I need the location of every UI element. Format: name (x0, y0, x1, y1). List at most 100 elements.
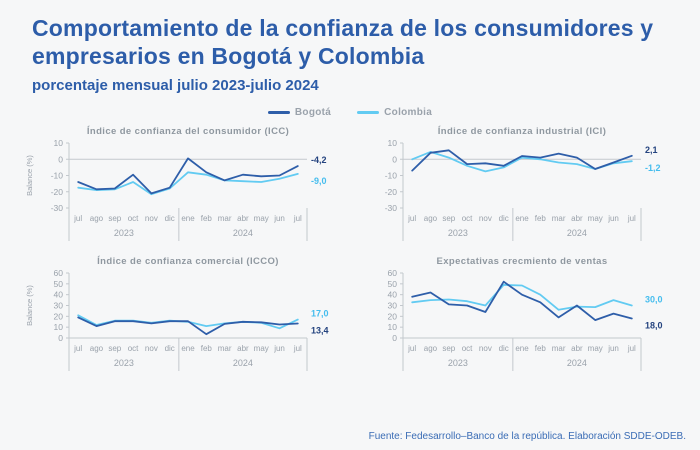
y-tick-label: 50 (388, 279, 398, 289)
x-tick-label: feb (535, 344, 547, 353)
chart-icc: Índice de confianza del consumidor (ICC)… (25, 126, 327, 242)
x-tick-label: jul (293, 344, 302, 353)
x-tick-label: jul (73, 344, 82, 353)
page-subtitle: porcentaje mensual julio 2023-julio 2024 (32, 77, 319, 95)
x-tick-label: nov (145, 214, 158, 223)
x-tick-label: oct (128, 214, 139, 223)
series-line-bogotá (77, 316, 299, 336)
end-value-label-bogotá: -4,2 (311, 155, 327, 165)
x-tick-label: jun (607, 344, 619, 353)
x-tick-label: jun (607, 214, 619, 223)
y-tick-label: 10 (388, 138, 398, 148)
x-tick-label: may (588, 344, 603, 353)
year-label: 2023 (448, 358, 468, 368)
legend-label: Colombia (384, 106, 433, 118)
chart-title: Expectativas crecmiento de ventas (436, 256, 607, 267)
x-tick-label: sep (442, 344, 455, 353)
y-tick-label: -10 (385, 171, 398, 181)
y-tick-label: 40 (54, 290, 64, 300)
y-tick-label: 0 (58, 333, 63, 343)
y-tick-label: -20 (51, 187, 64, 197)
x-tick-label: feb (201, 214, 213, 223)
charts-grid: Índice de confianza del consumidor (ICC)… (0, 124, 700, 378)
chart-panel-icco: Índice de confianza comercial (ICCO) Bala… (23, 254, 343, 378)
y-tick-label: 20 (54, 311, 64, 321)
x-tick-label: dic (165, 344, 175, 353)
page-header: Comportamiento de la confianza de los co… (0, 0, 700, 94)
x-tick-label: feb (201, 344, 213, 353)
x-tick-label: mar (552, 214, 566, 223)
x-tick-label: jul (627, 344, 636, 353)
x-tick-label: nov (479, 344, 492, 353)
chart-title: Índice de confianza comercial (ICCO) (97, 256, 279, 267)
x-tick-label: abr (571, 214, 583, 223)
year-label: 2023 (448, 228, 468, 238)
y-tick-label: -10 (51, 171, 64, 181)
x-tick-label: abr (237, 344, 249, 353)
source-note: Fuente: Fedesarrollo–Banco de la repúbli… (368, 431, 686, 442)
end-value-label-colombia: 17,0 (311, 309, 329, 319)
x-tick-label: oct (128, 344, 139, 353)
end-value-label-bogotá: 2,1 (645, 145, 658, 155)
x-tick-label: jul (627, 214, 636, 223)
x-tick-label: ene (515, 214, 529, 223)
x-tick-label: dic (499, 344, 509, 353)
end-value-label-colombia: 30,0 (645, 295, 663, 305)
y-tick-label: 20 (388, 311, 398, 321)
series-line-bogotá (77, 157, 299, 195)
y-tick-label: -30 (51, 203, 64, 213)
legend-item-bogotá: Bogotá (267, 106, 332, 118)
x-tick-label: mar (218, 344, 232, 353)
end-value-label-colombia: -1,2 (645, 163, 661, 173)
year-label: 2024 (233, 228, 253, 238)
x-tick-label: oct (462, 214, 473, 223)
year-label: 2023 (114, 228, 134, 238)
legend-swatch (267, 110, 290, 114)
chart-panel-ventas: Expectativas crecmiento de ventas 60 50 40 3… (357, 254, 677, 378)
y-tick-label: -30 (385, 203, 398, 213)
legend-label: Bogotá (294, 106, 332, 118)
x-tick-label: mar (552, 344, 566, 353)
y-tick-label: -20 (385, 187, 398, 197)
x-tick-label: jul (293, 214, 302, 223)
x-tick-label: ago (424, 344, 438, 353)
legend-swatch (357, 110, 380, 114)
x-tick-label: abr (571, 344, 583, 353)
year-label: 2023 (114, 358, 134, 368)
y-tick-label: 0 (58, 154, 63, 164)
end-value-label-bogotá: 13,4 (311, 326, 329, 336)
y-tick-label: 30 (54, 301, 64, 311)
x-tick-label: dic (165, 214, 175, 223)
y-tick-label: 40 (388, 290, 398, 300)
y-tick-label: 60 (54, 268, 64, 278)
y-axis-label: Balance (%) (25, 155, 34, 196)
x-tick-label: sep (108, 214, 121, 223)
chart-panel-icc: Índice de confianza del consumidor (ICC)… (23, 124, 343, 248)
x-tick-label: ago (90, 344, 104, 353)
series-line-bogotá (411, 149, 633, 172)
y-tick-label: 10 (54, 138, 64, 148)
x-tick-label: ago (90, 214, 104, 223)
x-tick-label: nov (145, 344, 158, 353)
x-tick-label: ene (181, 214, 195, 223)
x-tick-label: jul (73, 214, 82, 223)
y-axis-label: Balance (%) (25, 285, 34, 326)
y-tick-label: 60 (388, 268, 398, 278)
x-tick-label: dic (499, 214, 509, 223)
legend-item-colombia: Colombia (357, 107, 432, 118)
y-tick-label: 0 (392, 333, 397, 343)
y-tick-label: 10 (388, 322, 398, 332)
x-tick-label: ago (424, 214, 438, 223)
year-label: 2024 (567, 228, 587, 238)
year-label: 2024 (567, 358, 587, 368)
y-tick-label: 10 (54, 322, 64, 332)
page-title: Comportamiento de la confianza de los co… (32, 15, 654, 70)
x-tick-label: may (254, 214, 269, 223)
y-tick-label: 30 (388, 301, 398, 311)
x-tick-label: jul (407, 344, 416, 353)
chart-icco: Índice de confianza comercial (ICCO) Bala… (25, 256, 329, 372)
series-line-colombia (411, 284, 633, 311)
x-tick-label: abr (237, 214, 249, 223)
chart-legend: Bogotá Colombia (0, 104, 700, 120)
y-tick-label: 0 (392, 154, 397, 164)
